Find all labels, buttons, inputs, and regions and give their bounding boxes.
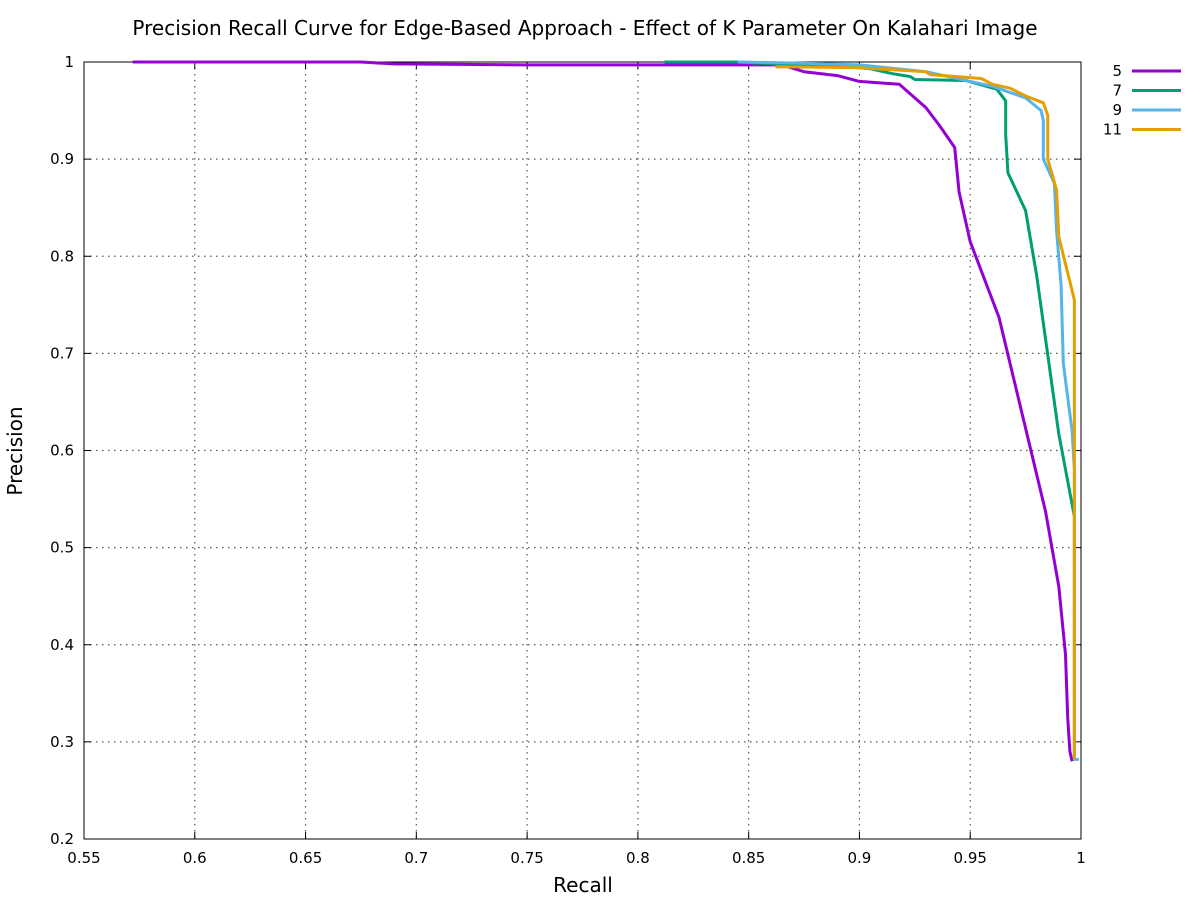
y-axis-title: Precision [3,406,27,495]
legend-label-7: 7 [1112,82,1122,100]
y-tick-label: 0.2 [50,830,74,848]
x-tick-label: 0.95 [954,849,987,867]
x-tick-label: 0.85 [732,849,765,867]
series-line-9 [737,60,1079,761]
legend: 5 79 11 [1103,62,1181,139]
y-tick-label: 0.7 [50,344,74,362]
grid [84,62,1081,839]
series-line-11 [775,65,1076,760]
x-tick-label: 0.75 [510,849,543,867]
series-layer [132,60,1079,762]
chart-title: Precision Recall Curve for Edge-Based Ap… [132,16,1037,40]
legend-label-11: 11 [1103,121,1122,139]
y-tick-label: 0.8 [50,247,74,265]
axis-ticks: 0.55 0.6 0.65 0.7 0.75 0.8 0.85 0.9 0.95 1 0.2 0.3 0… [50,53,1086,867]
y-tick-label: 0.6 [50,442,74,460]
x-tick-label: 0.55 [67,849,100,867]
x-tick-label: 0.9 [848,849,872,867]
legend-label-5: 5 [1112,62,1122,80]
y-tick-label: 0.9 [50,150,74,168]
x-tick-label: 1 [1076,849,1086,867]
series-line-5 [132,60,1074,762]
y-tick-label: 1 [64,53,74,71]
y-tick-label: 0.5 [50,539,74,557]
legend-label-9: 9 [1112,101,1122,119]
y-tick-label: 0.3 [50,733,74,751]
x-tick-label: 0.6 [183,849,207,867]
x-axis-title: Recall [553,873,613,897]
series-line-7 [664,60,1076,760]
y-tick-label: 0.4 [50,636,74,654]
x-tick-label: 0.65 [289,849,322,867]
x-tick-label: 0.7 [404,849,428,867]
x-tick-label: 0.8 [626,849,650,867]
